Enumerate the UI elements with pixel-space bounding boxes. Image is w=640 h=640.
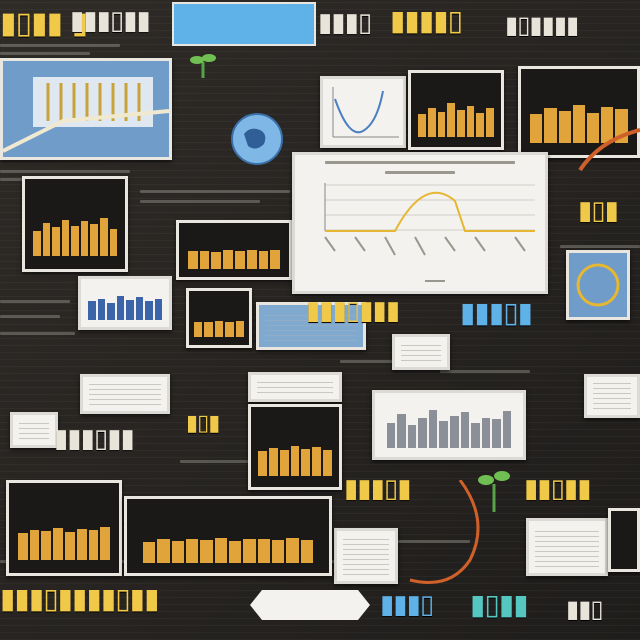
plant-icon bbox=[478, 471, 510, 512]
bar-chart-bars bbox=[17, 510, 111, 561]
note-card bbox=[526, 518, 608, 576]
text-stripe bbox=[0, 52, 90, 55]
photo-card-blue bbox=[0, 58, 172, 160]
chart-title-placeholder bbox=[325, 161, 515, 164]
cable-wire bbox=[578, 128, 640, 172]
central-line-chart-card bbox=[292, 152, 548, 294]
note-card bbox=[334, 528, 398, 584]
text-stripe bbox=[340, 360, 430, 363]
circle-card bbox=[566, 250, 630, 320]
bar-chart-card-edge bbox=[608, 508, 640, 572]
bar-chart-card-small bbox=[176, 220, 292, 280]
plant-icon bbox=[190, 54, 216, 78]
doodle-lettering-left: ▮▮▮▯▮▮ bbox=[54, 424, 135, 454]
grey-bar-chart-card bbox=[372, 390, 526, 460]
map-texture bbox=[265, 311, 357, 341]
bar-chart-card-bottom-left bbox=[6, 480, 122, 576]
bar-chart-bars bbox=[258, 431, 332, 476]
bar-chart-card-mid bbox=[186, 288, 252, 348]
text-stripe bbox=[0, 44, 120, 47]
text-stripe bbox=[180, 460, 250, 463]
doodle-lettering-teal: ▮▯▮▮ bbox=[470, 588, 529, 621]
bar-chart-card-bottom-wide bbox=[124, 496, 332, 576]
bar-chart-card bbox=[408, 70, 504, 150]
note-card bbox=[10, 412, 58, 448]
doodle-lettering: ▮▯▮▮▮▮ bbox=[505, 10, 579, 39]
mini-line-chart bbox=[332, 87, 399, 138]
ribbon-banner bbox=[250, 590, 370, 620]
bar-chart-bars bbox=[418, 95, 494, 137]
doodle-lettering-top-left: ▮▯▮▮ ▮ bbox=[0, 6, 88, 41]
doodle-lettering: ▮▯▮ bbox=[186, 410, 220, 436]
bar-chart-card-left bbox=[22, 176, 128, 272]
blue-title-banner bbox=[172, 2, 316, 46]
doodle-lettering: ▮▮▮▯ bbox=[318, 8, 372, 38]
magnifier-circle bbox=[576, 263, 620, 307]
blue-bar-chart-card bbox=[78, 276, 172, 330]
doodle-lettering: ▮▮▮▯▮ bbox=[344, 474, 412, 504]
note-card bbox=[80, 374, 170, 414]
note-card bbox=[392, 334, 450, 370]
text-stripe bbox=[140, 190, 290, 193]
text-stripe bbox=[440, 370, 530, 373]
globe-icon bbox=[231, 113, 283, 165]
bar-chart-card-center bbox=[248, 404, 342, 490]
text-stripe bbox=[350, 540, 470, 543]
doodle-lettering: ▮▮▯▮▮ bbox=[524, 474, 592, 504]
note-card bbox=[584, 374, 640, 418]
text-stripe bbox=[0, 170, 130, 173]
doodle-lettering-bottom: ▮▮▮▯▮▮▮▮▯▮▮ bbox=[0, 582, 159, 615]
bar-chart-bars bbox=[33, 206, 118, 257]
bar-chart-bars bbox=[193, 307, 245, 338]
doodle-lettering-blue: ▮▮▮▯ bbox=[380, 590, 434, 620]
doodle-lettering-center: ▮▮▮▯▮▮▮ bbox=[306, 296, 400, 326]
blue-map-card bbox=[256, 302, 366, 350]
bar-chart-bars bbox=[187, 239, 281, 270]
text-stripe bbox=[0, 300, 70, 303]
mini-line-chart-card bbox=[320, 76, 406, 148]
doodle-lettering: ▮▯▮ bbox=[578, 196, 619, 226]
photo-card-graphic bbox=[3, 77, 169, 153]
bar-chart-bars bbox=[143, 521, 313, 563]
doodle-lettering: ▮▮▯ bbox=[566, 594, 604, 623]
chart-subtitle-placeholder bbox=[385, 171, 455, 174]
doodle-lettering: ▮▮▮▯▮▮ bbox=[70, 6, 151, 36]
text-stripe bbox=[0, 315, 60, 318]
text-stripe bbox=[0, 332, 75, 335]
central-line-chart bbox=[324, 183, 535, 282]
doodle-lettering: ▮▮▮▮▯ bbox=[390, 4, 463, 37]
bar-chart-bars bbox=[88, 293, 163, 321]
doodle-lettering-blue: ▮▮▮▯▮ bbox=[460, 296, 533, 329]
note-card bbox=[248, 372, 342, 402]
text-stripe bbox=[140, 200, 260, 203]
bar-chart-bars bbox=[386, 406, 512, 449]
text-stripe bbox=[560, 245, 640, 248]
cable-wire bbox=[409, 480, 480, 584]
